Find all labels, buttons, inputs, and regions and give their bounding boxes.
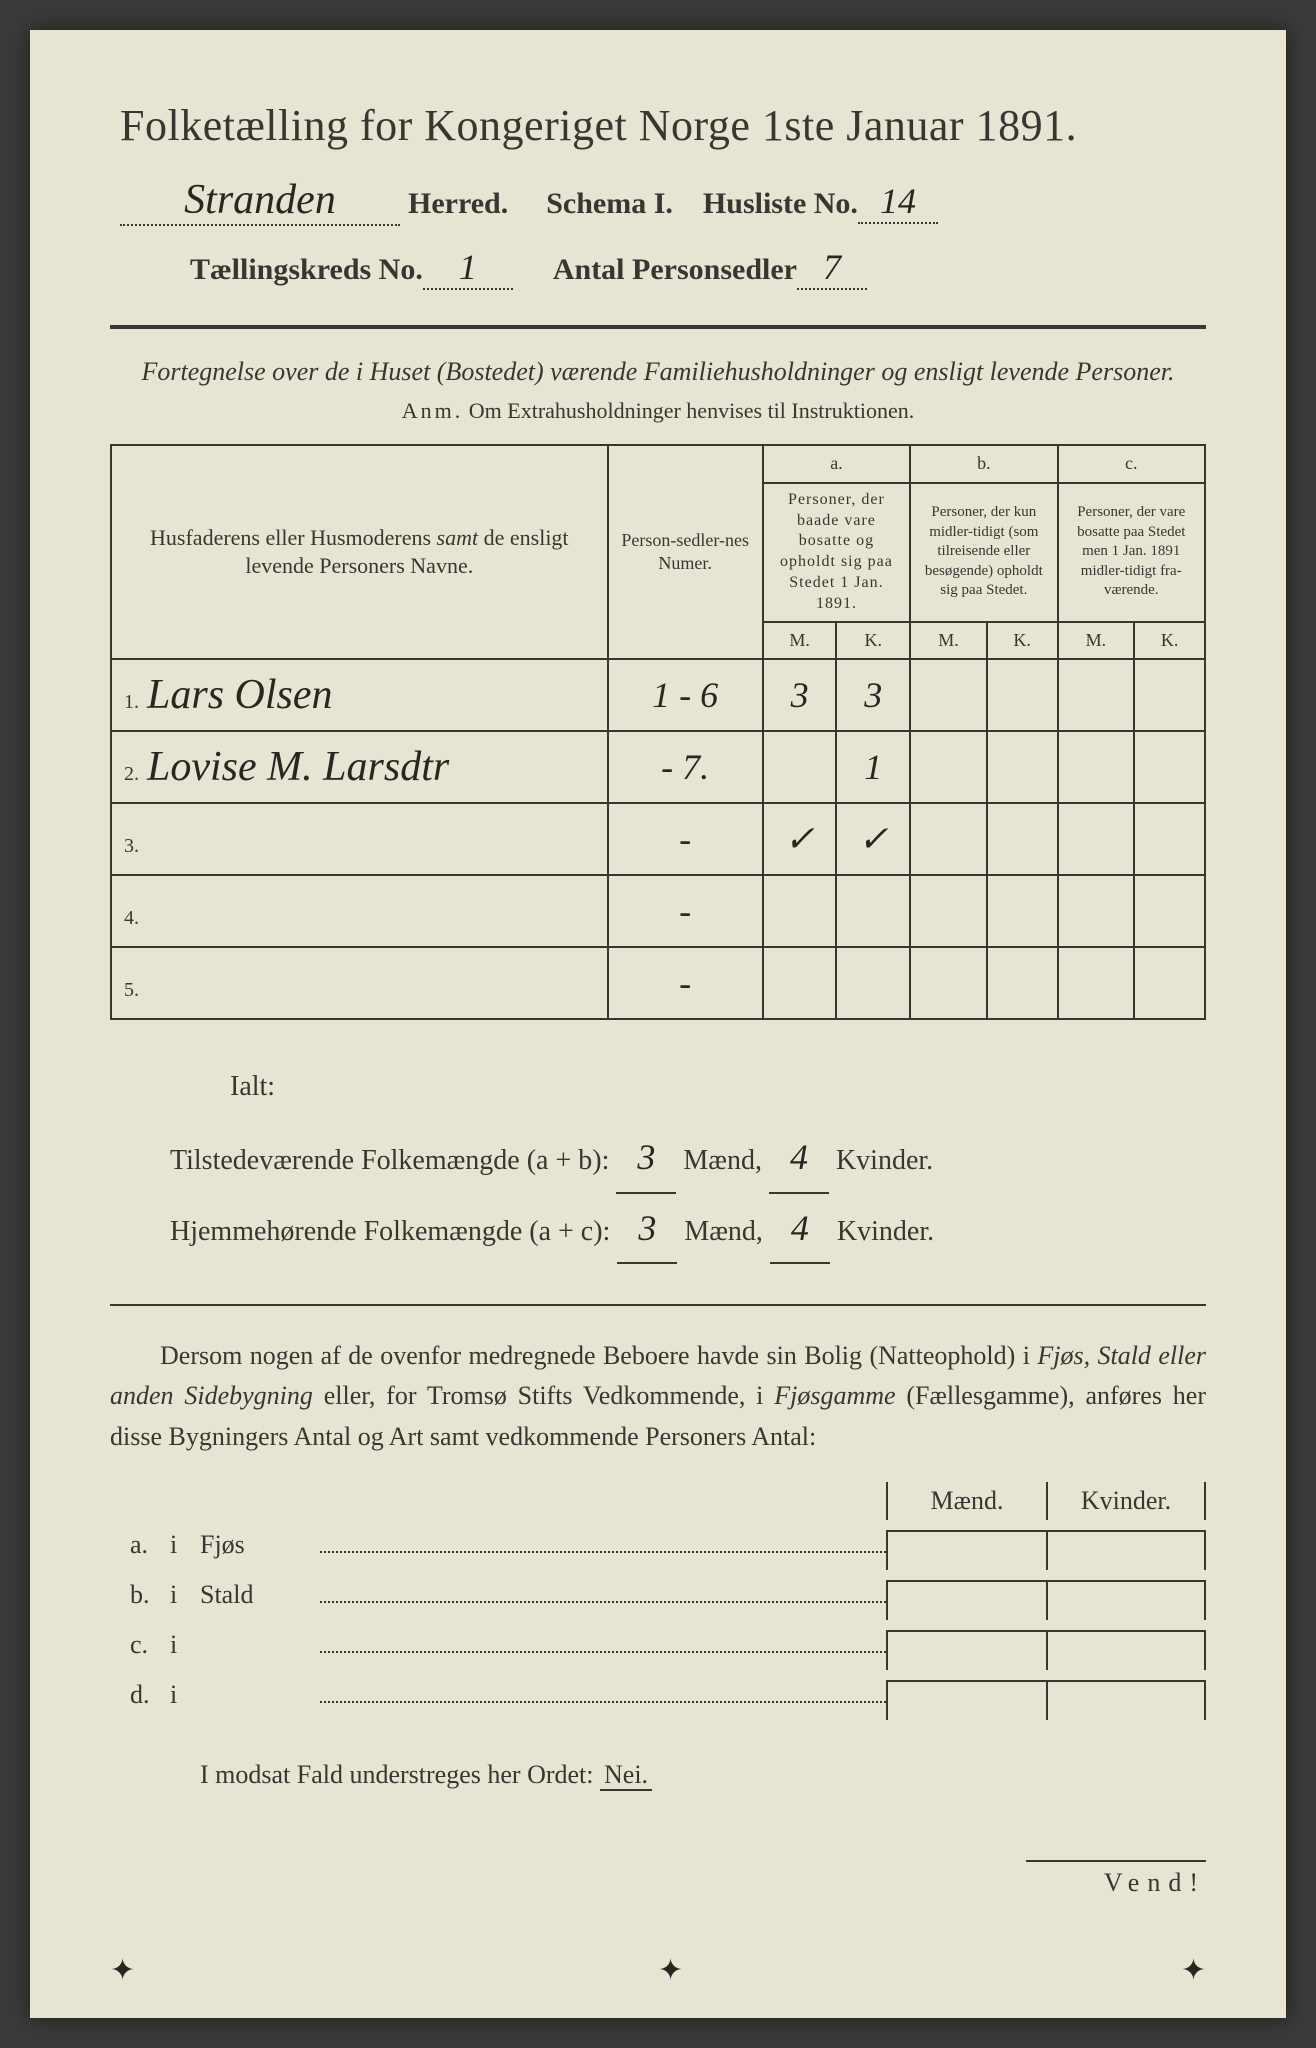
col-a-label: a. bbox=[763, 445, 910, 482]
sb-kvinder: Kvinder. bbox=[1046, 1482, 1206, 1520]
herred-value: Stranden bbox=[184, 177, 336, 223]
corner-mark-left: ✦ bbox=[110, 1953, 135, 1988]
col-header-name: Husfaderens eller Husmoderens samt de en… bbox=[111, 445, 608, 659]
col-header-num: Person-sedler-nes Numer. bbox=[608, 445, 763, 659]
side-building-row: c.i bbox=[110, 1630, 1206, 1670]
total-1-m: 3 bbox=[637, 1137, 655, 1177]
col-c-k: K. bbox=[1134, 622, 1205, 659]
kreds-label: Tællingskreds No. bbox=[190, 253, 423, 287]
totals-section: Ialt: Tilstedeværende Folkemængde (a + b… bbox=[170, 1060, 1206, 1264]
vend-label: Vend! bbox=[1026, 1860, 1206, 1898]
total-1-k: 4 bbox=[790, 1137, 808, 1177]
household-table: Husfaderens eller Husmoderens samt de en… bbox=[110, 444, 1206, 1020]
col-b-m: M. bbox=[910, 622, 987, 659]
total-2-m: 3 bbox=[638, 1208, 656, 1248]
corner-mark-mid: ✦ bbox=[658, 1953, 683, 1988]
divider bbox=[110, 325, 1206, 329]
col-b-label: b. bbox=[910, 445, 1057, 482]
husliste-label: Husliste No. bbox=[703, 187, 858, 221]
anm-text: Om Extrahusholdninger henvises til Instr… bbox=[469, 398, 914, 423]
table-row: 1.Lars Olsen1 - 633 bbox=[111, 659, 1205, 731]
nei-word: Nei. bbox=[600, 1760, 652, 1791]
antal-value: 7 bbox=[823, 247, 841, 287]
side-building-row: d.i bbox=[110, 1680, 1206, 1720]
totals-line-1: Tilstedeværende Folkemængde (a + b): 3 M… bbox=[170, 1123, 1206, 1193]
header-row-2: Tællingskreds No. 1 Antal Personsedler 7 bbox=[110, 246, 1206, 290]
antal-label: Antal Personsedler bbox=[553, 253, 797, 287]
col-b-desc: Personer, der kun midler-tidigt (som til… bbox=[910, 483, 1057, 622]
schema-label: Schema I. bbox=[546, 187, 673, 221]
total-2-k: 4 bbox=[791, 1208, 809, 1248]
totals-line-2: Hjemmehørende Folkemængde (a + c): 3 Mæn… bbox=[170, 1194, 1206, 1264]
anm-note: Anm. Om Extrahusholdninger henvises til … bbox=[110, 398, 1206, 424]
table-row: 4.- bbox=[111, 875, 1205, 947]
herred-label: Herred. bbox=[408, 187, 508, 221]
col-c-label: c. bbox=[1058, 445, 1205, 482]
census-form-page: Folketælling for Kongeriget Norge 1ste J… bbox=[30, 30, 1286, 2018]
nei-line: I modsat Fald understreges her Ordet: Ne… bbox=[200, 1760, 1206, 1790]
side-building-paragraph: Dersom nogen af de ovenfor medregnede Be… bbox=[110, 1336, 1206, 1457]
table-row: 2.Lovise M. Larsdtr- 7.1 bbox=[111, 731, 1205, 803]
divider-2 bbox=[110, 1304, 1206, 1306]
col-c-m: M. bbox=[1058, 622, 1135, 659]
table-row: 3.-✓✓ bbox=[111, 803, 1205, 875]
page-title: Folketælling for Kongeriget Norge 1ste J… bbox=[110, 100, 1206, 151]
kreds-value: 1 bbox=[459, 247, 477, 287]
corner-mark-right: ✦ bbox=[1181, 1953, 1206, 1988]
col-c-desc: Personer, der vare bosatte paa Stedet me… bbox=[1058, 483, 1205, 622]
col-a-desc: Personer, der baade vare bosatte og opho… bbox=[763, 483, 910, 622]
husliste-value: 14 bbox=[880, 181, 916, 221]
col-a-m: M. bbox=[763, 622, 837, 659]
header-row-1: Stranden Herred. Schema I. Husliste No. … bbox=[110, 176, 1206, 226]
form-subtitle: Fortegnelse over de i Huset (Bostedet) v… bbox=[110, 354, 1206, 390]
table-row: 5.- bbox=[111, 947, 1205, 1019]
sb-maend: Mænd. bbox=[886, 1482, 1046, 1520]
col-b-k: K. bbox=[987, 622, 1058, 659]
side-building-row: b.iStald bbox=[110, 1580, 1206, 1620]
anm-label: Anm. bbox=[402, 398, 464, 423]
side-building-header: Mænd. Kvinder. bbox=[110, 1482, 1206, 1520]
col-a-k: K. bbox=[836, 622, 910, 659]
ialt-label: Ialt: bbox=[230, 1060, 1206, 1113]
side-building-row: a.iFjøs bbox=[110, 1530, 1206, 1570]
